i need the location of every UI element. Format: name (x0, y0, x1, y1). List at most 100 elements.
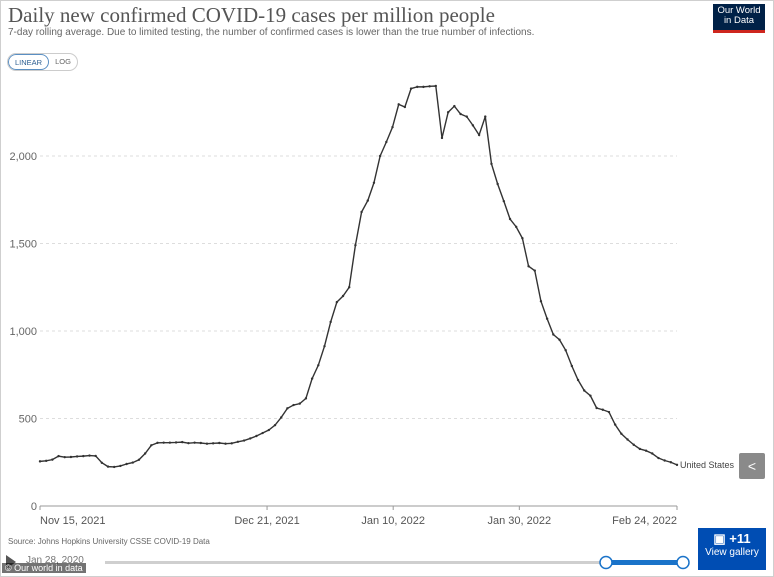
x-tick-label: Nov 15, 2021 (40, 515, 105, 527)
data-point (230, 442, 233, 445)
data-point (675, 463, 679, 467)
timeline-slider[interactable] (100, 555, 700, 571)
data-point (446, 111, 450, 114)
data-point (595, 406, 598, 410)
data-point (323, 345, 326, 348)
series-points (38, 84, 679, 469)
data-point (471, 124, 475, 127)
y-tick-label: 2,000 (9, 151, 37, 163)
data-point (434, 84, 438, 88)
data-point (273, 423, 277, 427)
data-point (261, 431, 264, 435)
data-point (651, 452, 654, 455)
data-point (508, 217, 512, 221)
x-tick-label: Jan 30, 2022 (488, 515, 552, 527)
data-point (440, 136, 444, 140)
data-point (150, 444, 153, 447)
linear-scale-button[interactable]: LINEAR (8, 54, 50, 70)
data-point (607, 410, 611, 414)
data-point (626, 438, 629, 441)
data-point (125, 462, 128, 466)
gallery-label: View gallery (705, 547, 759, 558)
timeline-track (105, 561, 685, 564)
data-point (459, 112, 462, 116)
data-point (552, 333, 555, 336)
data-point (267, 428, 271, 432)
y-tick-label: 1,500 (9, 239, 37, 251)
data-point (644, 449, 648, 452)
data-point (613, 423, 617, 426)
chart-title: Daily new confirmed COVID-19 cases per m… (8, 3, 495, 27)
x-tick-label: Jan 10, 2022 (361, 515, 425, 527)
data-point (310, 377, 314, 380)
data-point (317, 364, 320, 367)
data-point (286, 407, 289, 410)
data-point (199, 441, 202, 445)
data-point (385, 140, 388, 144)
data-point (162, 441, 165, 444)
x-tick-label: Feb 24, 2022 (612, 515, 677, 527)
data-point (143, 452, 147, 455)
log-scale-button[interactable]: LOG (55, 57, 71, 66)
data-point (341, 294, 345, 298)
logo-line-2: in Data (723, 15, 755, 26)
data-point (496, 182, 499, 186)
y-tick-label: 0 (31, 501, 37, 513)
data-point (576, 378, 580, 382)
data-point (193, 441, 196, 444)
photo-credit: © Our world in data (2, 563, 86, 573)
data-point (416, 85, 419, 89)
data-point (564, 349, 567, 352)
data-point (428, 85, 431, 88)
data-point (620, 432, 623, 435)
data-point (119, 464, 122, 468)
series-label-united-states: United States (680, 460, 735, 470)
data-point (82, 454, 85, 458)
data-point (558, 338, 561, 341)
x-tick-label: Dec 21, 2021 (234, 515, 299, 527)
data-point (187, 441, 190, 445)
data-point (69, 455, 73, 459)
data-point (292, 403, 295, 407)
data-point (304, 397, 308, 400)
data-point (38, 460, 42, 463)
data-point (570, 364, 574, 368)
data-point (100, 461, 104, 464)
data-point (663, 459, 666, 462)
data-point (348, 286, 351, 289)
x-axis: Nov 15, 2021 Dec 21, 2021 Jan 10, 2022 Jan … (39, 506, 678, 527)
data-point (378, 154, 382, 158)
data-point (397, 103, 400, 106)
data-point (669, 461, 673, 464)
data-point (409, 87, 413, 90)
data-point (465, 115, 468, 118)
chart-subtitle: 7-day rolling average. Due to limited te… (8, 27, 535, 38)
data-point (181, 440, 184, 444)
data-point (174, 441, 178, 444)
data-point (88, 454, 91, 457)
data-point (372, 181, 376, 184)
source-note: Source: Johns Hopkins University CSSE CO… (8, 537, 210, 546)
scale-toggle: LINEAR LOG (7, 53, 78, 71)
timeline-handle-start (599, 555, 613, 570)
data-point (224, 442, 227, 445)
data-point (490, 162, 493, 166)
data-point (539, 300, 543, 303)
data-point (484, 115, 487, 118)
data-point (515, 225, 518, 229)
data-point (391, 125, 394, 129)
data-point (533, 269, 536, 272)
data-point (366, 199, 369, 202)
data-point (75, 455, 79, 458)
data-point (57, 454, 60, 458)
data-point (168, 441, 172, 444)
data-point (422, 85, 425, 89)
data-point (335, 300, 339, 304)
logo-line-1: Our World (717, 5, 761, 16)
owid-logo[interactable]: Our World in Data (713, 4, 765, 33)
play-icon[interactable] (6, 555, 16, 569)
view-gallery-button[interactable]: ▣ +11 View gallery (698, 528, 766, 570)
share-icon[interactable]: < (739, 453, 765, 479)
data-point (354, 244, 357, 247)
